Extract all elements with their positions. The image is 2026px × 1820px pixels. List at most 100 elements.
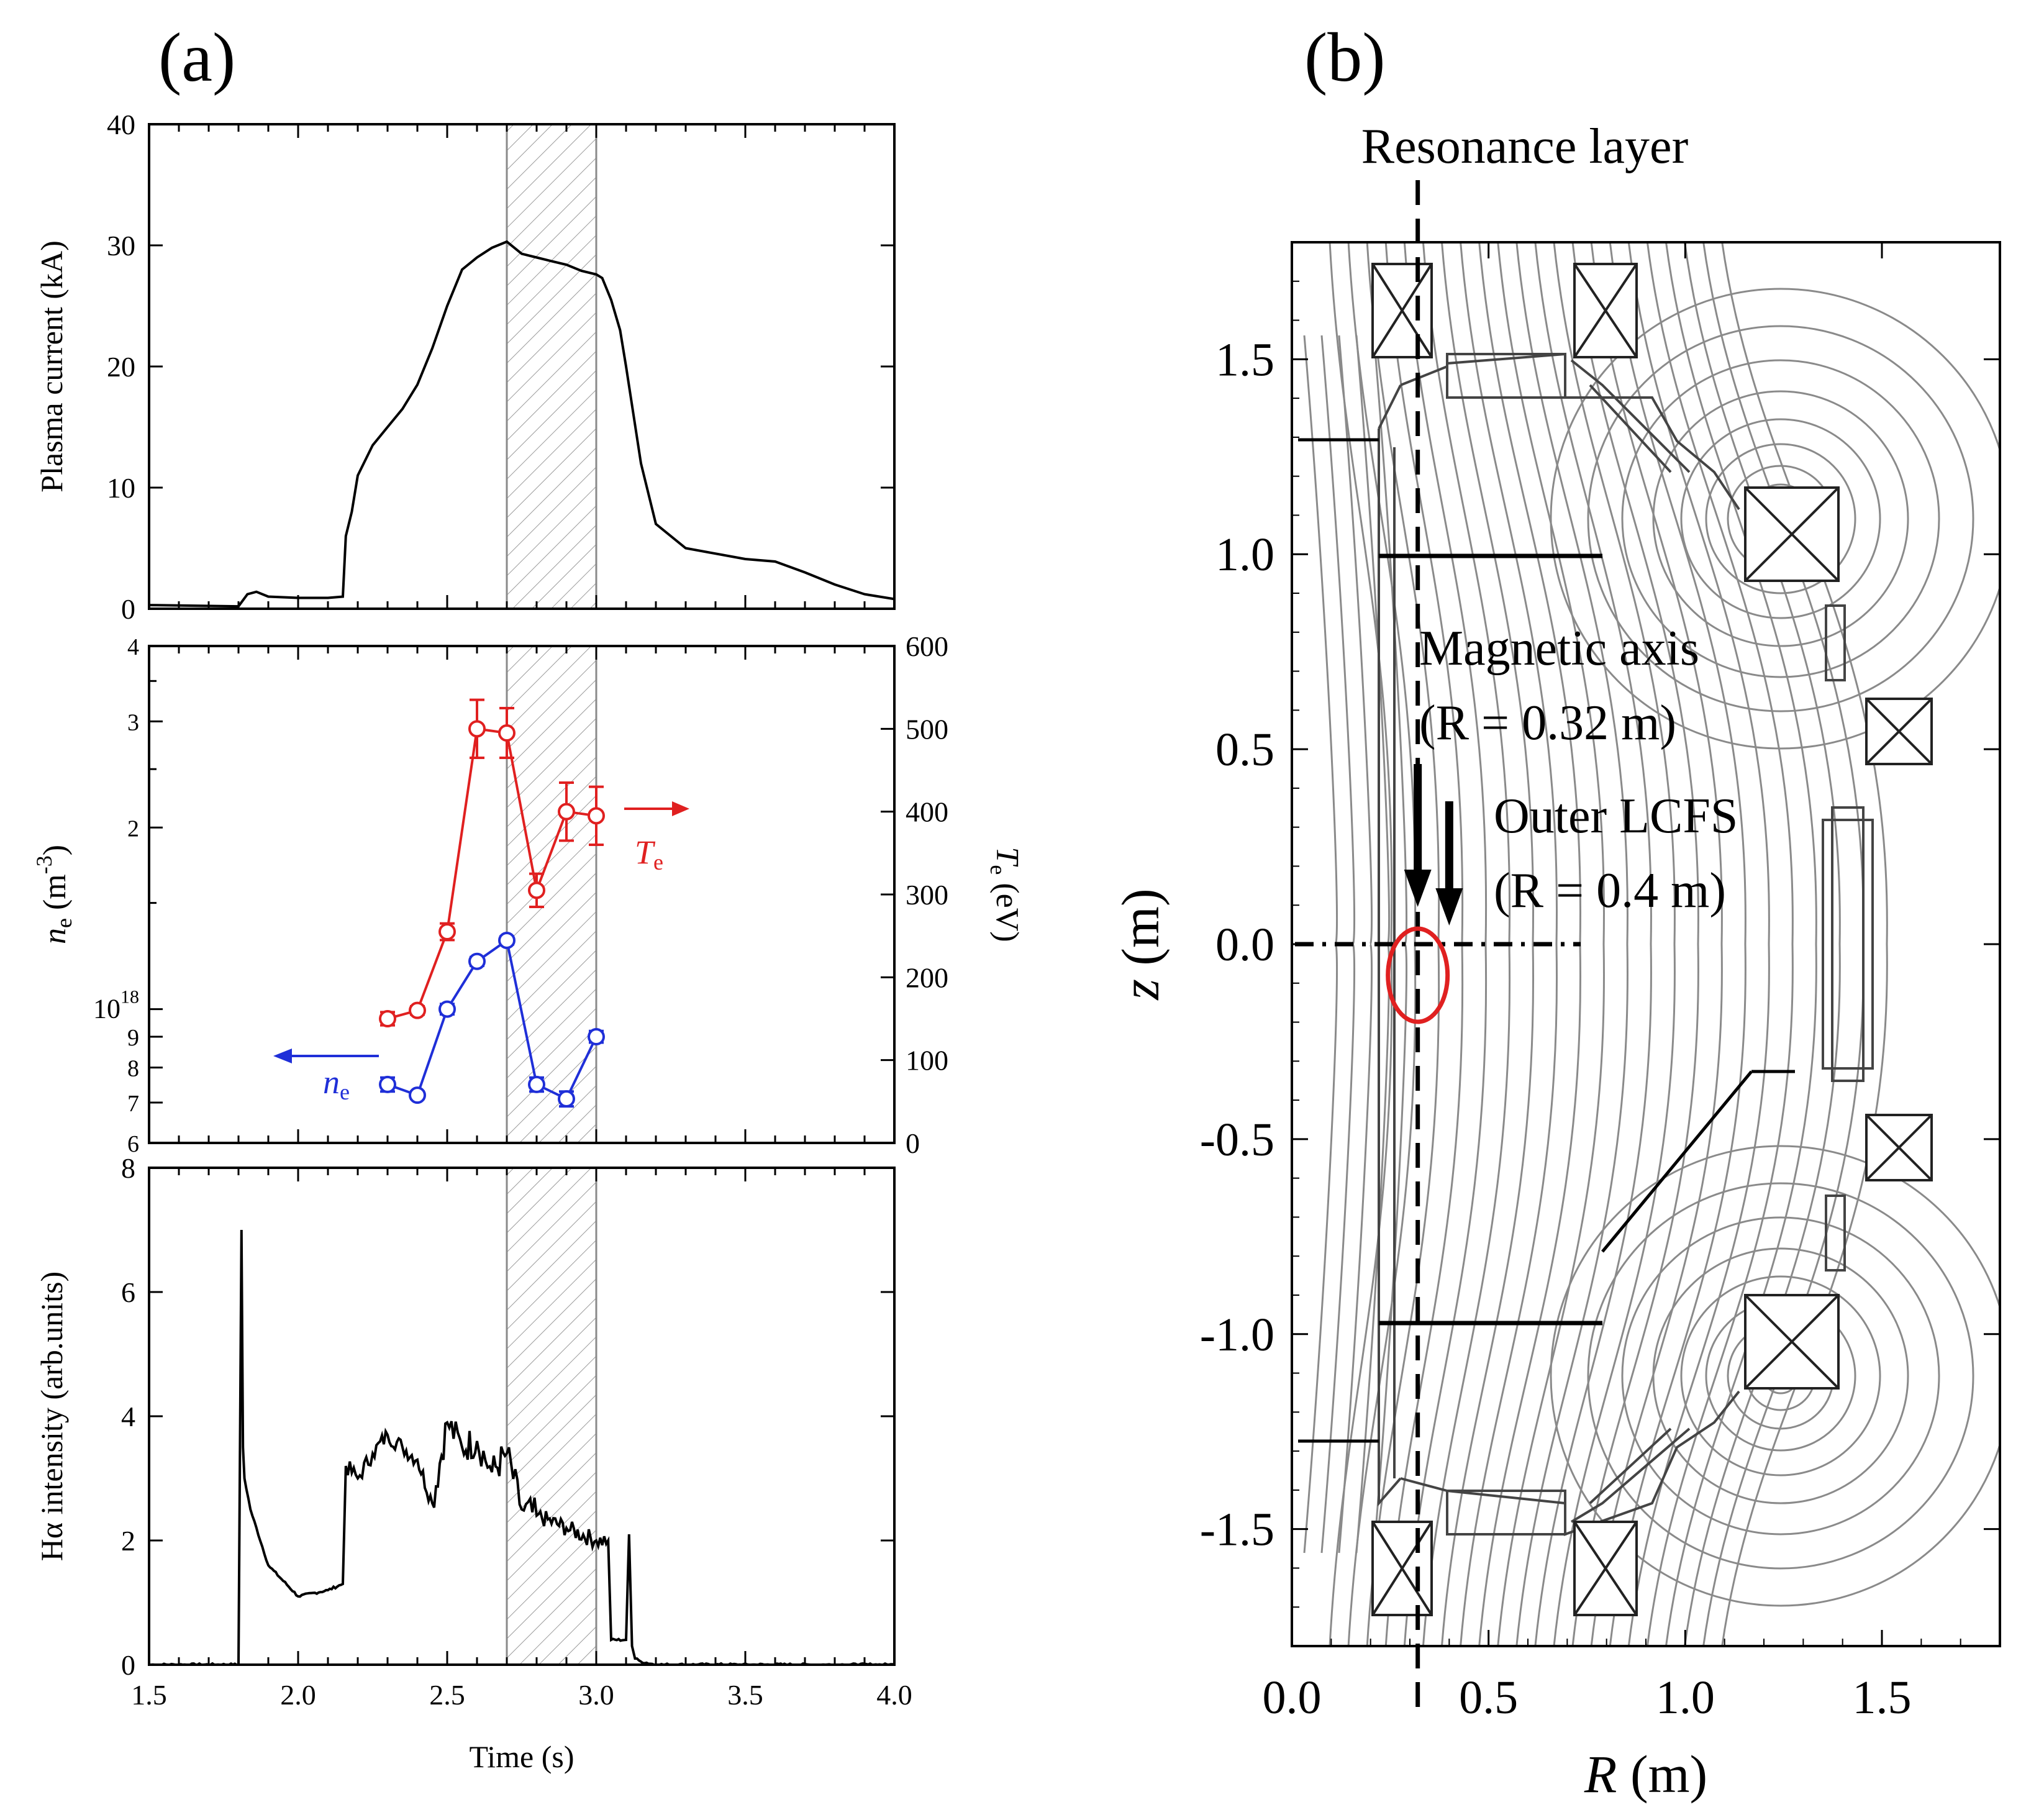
p3-ytick-label: 8 [121,1152,135,1184]
point-Te [498,724,516,742]
flux-contour [1721,242,1888,1646]
coil-upper-outer [1865,698,1933,765]
p2-rtick-label: 600 [906,630,948,662]
p2-rtick-label: 300 [906,879,948,911]
point-Te [409,1001,426,1019]
p2-rtick-label: 400 [906,796,948,828]
p2-ltick-label: 7 [127,1091,139,1117]
flux-contour [1460,242,1558,1646]
coil-lower-inner [1371,1521,1433,1616]
p1-ytick-label: 20 [107,351,135,383]
point-ne [558,1090,575,1108]
coil-upper-inner [1371,263,1433,358]
coil-upper-main [1744,486,1840,582]
coil-lower-main [1744,1294,1840,1390]
flux-surfaces [1303,242,2000,1646]
p2-rtick-label: 500 [906,713,948,745]
p2-xticks [148,646,896,1143]
p2-rtick-label: 200 [906,962,948,993]
b-ytick-label: 1.5 [1215,334,1274,386]
flux-contour [1627,242,1770,1646]
flux-contour [1684,242,1841,1646]
ne-arrow-head [273,1049,292,1063]
p2-shade [506,645,597,1144]
point-ne [409,1086,426,1104]
series-Te-line [387,727,597,1020]
te-annotation: Te [635,834,663,875]
p3-ytick-label: 2 [121,1525,135,1557]
p1-ytick-label: 30 [107,230,135,262]
p2-ne-series [379,931,605,1108]
point-Te [468,720,486,738]
p2-right-ticks: 0 100 200 300 400 500 600 [881,630,948,1159]
b-ytick-label: -1.5 [1200,1504,1274,1556]
magnetic-axis-eq: (R = 0.32 m) [1419,696,1676,750]
p3-ytick-label: 0 [121,1649,135,1681]
panel-b-label: (b) [1304,19,1386,96]
plasma-current-chart: 0 10 20 30 40 Plasma current (kA) [34,109,896,625]
b-ylabel: z (m) [1111,888,1170,1000]
flux-contours-left [1303,242,1888,1646]
p1-ytick-label: 40 [107,109,135,140]
b-ytick-label: 0.5 [1215,724,1274,776]
p3-ytick-label: 6 [121,1276,135,1308]
point-ne [438,1000,456,1018]
point-ne [528,1075,545,1093]
b-ytick-label: 0.0 [1215,919,1274,971]
point-Te [379,1010,396,1027]
flux-contour [1553,242,1676,1646]
lcfs-label: Outer LCFS [1494,789,1738,844]
p1-ytick-label: 10 [107,472,135,504]
axis-arrow-head [1404,870,1432,907]
p2-ltick-label: 6 [127,1131,139,1157]
b-ytick-label: 1.0 [1215,529,1274,581]
flux-contour [1590,242,1723,1646]
point-Te [528,881,545,899]
pf-coils [1371,263,1933,1616]
flux-contour [1515,242,1629,1646]
p2-ltick-label: 9 [127,1025,139,1051]
b-xtick-label: 1.0 [1656,1672,1715,1724]
flux-contour [1571,242,1699,1646]
flux-contour [1497,242,1605,1646]
magnetic-axis-label: Magnetic axis [1419,621,1699,676]
p3-xtick-label: 2.5 [429,1679,465,1711]
b-ytick-label: -1.0 [1200,1309,1274,1361]
p2-ltick-label: 4 [127,634,139,660]
flux-contour [1609,242,1747,1646]
magnetic-axis-marker [1386,926,1450,1024]
p2-ltick-label: 8 [127,1056,139,1082]
te-annotation-sub: e [653,850,663,875]
p2-ltick-label: 1018 [93,987,139,1024]
lcfs-arrow-head [1435,888,1463,926]
p1-series-line [149,240,894,608]
p2-ltick-label: 3 [127,709,139,735]
vessel-structure [1298,352,1874,1536]
flux-contour [1441,242,1535,1646]
b-xtick-label: 0.0 [1263,1672,1322,1724]
flux-contour [1478,242,1581,1646]
flux-contour [1665,242,1817,1646]
p3-ylabel: Hα intensity (arb.units) [34,1272,69,1561]
p3-yticks: 0 2 4 6 8 [121,1152,894,1681]
p2-ltick-label: 2 [127,816,139,842]
lcfs-eq: (R = 0.4 m) [1494,863,1726,918]
b-xlabel: R (m) [1584,1744,1707,1804]
p3-xtick-label: 2.0 [280,1679,316,1711]
p1-yticks: 0 10 20 30 40 [107,109,894,625]
p1-ylabel: Plasma current (kA) [34,240,69,492]
te-arrow-head [672,801,689,816]
p3-ytick-label: 4 [121,1401,135,1432]
coil-lower-mid [1573,1521,1638,1616]
point-ne [379,1075,396,1093]
flux-contour [1534,242,1652,1646]
p3-xlabel: Time (s) [469,1739,574,1774]
b-ytick-label: -0.5 [1200,1114,1274,1166]
point-Te [588,807,605,825]
point-Te [558,803,575,821]
p3-xticks: 1.5 2.0 2.5 3.0 3.5 4.0 [131,1168,912,1711]
p3-shade [506,1167,597,1666]
p2-rtick-label: 0 [906,1127,920,1159]
